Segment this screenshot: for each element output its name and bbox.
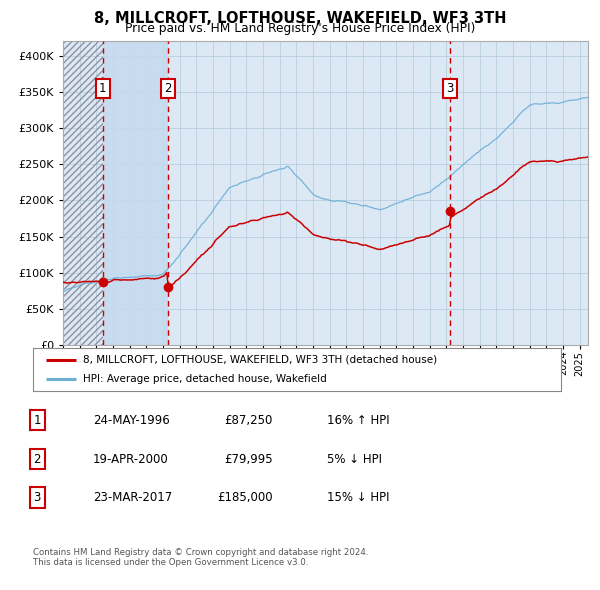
Text: 8, MILLCROFT, LOFTHOUSE, WAKEFIELD, WF3 3TH: 8, MILLCROFT, LOFTHOUSE, WAKEFIELD, WF3 …: [94, 11, 506, 25]
Text: 5% ↓ HPI: 5% ↓ HPI: [327, 453, 382, 466]
Text: 1: 1: [34, 414, 41, 427]
Text: 24-MAY-1996: 24-MAY-1996: [93, 414, 170, 427]
Text: £87,250: £87,250: [224, 414, 273, 427]
Bar: [63, 41, 103, 345]
Text: £79,995: £79,995: [224, 453, 273, 466]
Text: 19-APR-2000: 19-APR-2000: [93, 453, 169, 466]
Text: 15% ↓ HPI: 15% ↓ HPI: [327, 491, 389, 504]
Text: 8, MILLCROFT, LOFTHOUSE, WAKEFIELD, WF3 3TH (detached house): 8, MILLCROFT, LOFTHOUSE, WAKEFIELD, WF3 …: [83, 355, 437, 365]
Bar: [103, 41, 168, 345]
Text: 3: 3: [446, 82, 454, 95]
Text: This data is licensed under the Open Government Licence v3.0.: This data is licensed under the Open Gov…: [33, 558, 308, 567]
Text: 2: 2: [164, 82, 172, 95]
Text: 16% ↑ HPI: 16% ↑ HPI: [327, 414, 389, 427]
Text: 23-MAR-2017: 23-MAR-2017: [93, 491, 172, 504]
Text: Contains HM Land Registry data © Crown copyright and database right 2024.: Contains HM Land Registry data © Crown c…: [33, 548, 368, 556]
Text: 1: 1: [99, 82, 106, 95]
Bar: [63, 41, 103, 345]
Text: £185,000: £185,000: [217, 491, 273, 504]
Text: 2: 2: [34, 453, 41, 466]
Text: Price paid vs. HM Land Registry's House Price Index (HPI): Price paid vs. HM Land Registry's House …: [125, 22, 475, 35]
Text: 3: 3: [34, 491, 41, 504]
Text: HPI: Average price, detached house, Wakefield: HPI: Average price, detached house, Wake…: [83, 374, 327, 384]
